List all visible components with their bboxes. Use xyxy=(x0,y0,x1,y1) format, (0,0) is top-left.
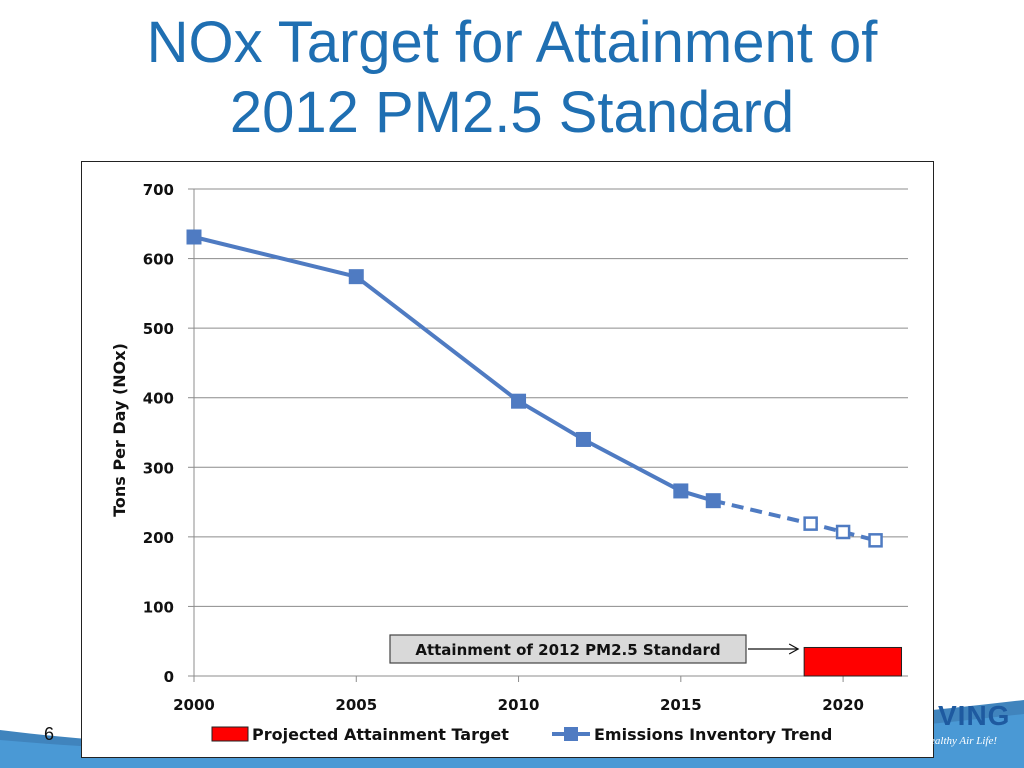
series-marker xyxy=(511,393,527,409)
chart-frame: 0 100 200 300 400 500 600 700 2000 2005 2010 2015 20… xyxy=(81,161,934,758)
series-marker xyxy=(186,229,202,245)
series-marker-projected xyxy=(868,533,883,548)
y-tick-label: 0 xyxy=(164,668,174,686)
title-line-1: NOx Target for Attainment of xyxy=(146,10,878,75)
annotation-arrowhead xyxy=(788,643,800,655)
brand-tagline: ealthy Air Life! xyxy=(930,735,998,747)
legend-label-series: Emissions Inventory Trend xyxy=(594,725,832,744)
y-tick-label: 200 xyxy=(143,529,174,547)
y-tick-label: 700 xyxy=(143,181,174,199)
y-tick-label: 400 xyxy=(143,390,174,408)
slide-number: 6 xyxy=(44,724,55,744)
legend-layer: Projected Attainment Target Emissions Inv… xyxy=(211,725,832,744)
series-marker-projected xyxy=(803,516,818,531)
annotation-box xyxy=(389,634,747,664)
x-tick-label: 2015 xyxy=(660,696,702,714)
series-marker xyxy=(348,269,364,285)
slide-title: NOx Target for Attainment of 2012 PM2.5 … xyxy=(0,8,1024,148)
title-line-2: 2012 PM2.5 Standard xyxy=(229,80,795,145)
y-axis-label: Tons Per Day (NOx) xyxy=(110,343,129,517)
series-marker xyxy=(673,483,689,499)
series-marker xyxy=(705,493,721,509)
series-marker xyxy=(575,431,591,447)
series-line xyxy=(193,235,714,503)
axis-layer: 0 100 200 300 400 500 600 700 2000 2005 2010 2015 20… xyxy=(143,181,908,714)
x-tick-label: 2005 xyxy=(335,696,377,714)
annotation-label: Attainment of 2012 PM2.5 Standard xyxy=(415,641,720,659)
x-tick-label: 2000 xyxy=(173,696,215,714)
legend-swatch-target xyxy=(211,726,249,742)
series-projected-line xyxy=(712,498,877,543)
target-bar xyxy=(803,646,903,677)
x-tick-label: 2020 xyxy=(822,696,864,714)
y-tick-label: 500 xyxy=(143,320,174,338)
chart: 0 100 200 300 400 500 600 700 2000 2005 2010 2015 20… xyxy=(110,181,908,744)
target-layer xyxy=(803,646,903,677)
y-tick-label: 300 xyxy=(143,459,174,477)
y-tick-label: 100 xyxy=(143,598,174,616)
x-tick-label: 2010 xyxy=(498,696,540,714)
brand-logo: VING xyxy=(938,700,1011,731)
annotation-layer: Attainment of 2012 PM2.5 Standard xyxy=(389,634,800,664)
legend-swatch-marker xyxy=(564,727,578,741)
grid-layer xyxy=(194,188,908,607)
legend-label-target: Projected Attainment Target xyxy=(252,725,509,744)
y-tick-label: 600 xyxy=(143,251,174,269)
series-layer xyxy=(186,229,883,548)
series-marker-projected xyxy=(835,524,851,540)
